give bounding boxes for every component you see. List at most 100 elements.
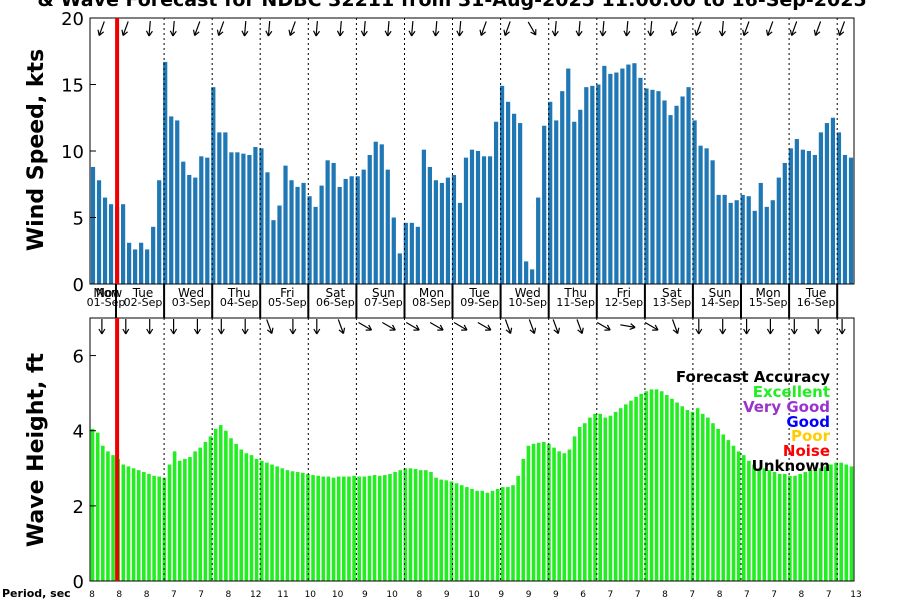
wind-speed-bar	[716, 194, 721, 284]
arrow-head	[553, 327, 561, 334]
wind-direction-arrow	[837, 21, 846, 36]
legend-item-very-good: Very Good	[743, 398, 830, 416]
wave-height-bar	[562, 453, 567, 581]
wind-speed-bar	[403, 222, 408, 284]
day-date: 02-Sep	[124, 296, 163, 309]
wave-height-bar	[818, 468, 823, 581]
wave-height-bar	[706, 417, 710, 581]
period-value: 8	[116, 590, 122, 600]
day-label: Tue	[805, 286, 827, 300]
wave-direction-arrow	[337, 319, 346, 334]
day-label: Mon	[755, 286, 780, 300]
wind-speed-bar	[499, 85, 505, 284]
arrow-shaft	[671, 319, 679, 334]
wave-height-bar	[490, 490, 495, 581]
arrow-shaft	[339, 20, 342, 37]
wave-height-bar	[403, 468, 408, 581]
wind-speed-bar	[361, 169, 366, 284]
arrow-head	[503, 29, 510, 36]
wave-height-bar	[265, 462, 269, 581]
wind-speed-bar	[319, 185, 324, 284]
wave-height-bar	[665, 395, 669, 581]
wind-speed-bar	[668, 115, 673, 284]
wave-height-bar	[659, 391, 664, 581]
wind-ytick-label: 15	[61, 76, 84, 97]
wave-height-bar	[362, 476, 367, 581]
arrow-shaft	[122, 21, 129, 36]
wind-speed-bar	[385, 169, 390, 284]
wind-direction-arrow	[145, 20, 153, 37]
wind-direction-arrow	[169, 20, 177, 37]
wind-speed-bar	[439, 182, 445, 284]
legend-item-unknown: Unknown	[752, 457, 830, 475]
day-label: Mon	[419, 286, 444, 300]
wave-direction-arrow	[193, 319, 201, 335]
wave-height-bar	[711, 423, 715, 581]
wind-direction-arrow	[789, 21, 798, 36]
arrow-head	[813, 29, 821, 36]
wave-height-bar	[547, 443, 551, 581]
wave-direction-arrow	[576, 319, 584, 334]
wind-speed-bar	[674, 105, 679, 284]
wind-speed-bar	[187, 174, 192, 284]
wind-speed-bar	[818, 132, 824, 284]
wave-height-bar	[588, 417, 592, 581]
arrow-shaft	[578, 20, 581, 37]
wave-height-bar	[834, 462, 838, 581]
wave-height-bar	[259, 460, 264, 581]
wave-height-bar	[613, 411, 618, 581]
arrow-shaft	[266, 319, 273, 334]
arrow-shaft	[504, 21, 511, 36]
arrow-shaft	[315, 20, 319, 37]
arrow-head	[529, 327, 537, 334]
arrow-head	[289, 328, 297, 335]
arrow-head	[192, 29, 200, 36]
arrow-head	[694, 29, 701, 36]
wave-height-bar	[803, 472, 808, 581]
arrow-head	[170, 328, 178, 335]
arrow-shaft	[405, 321, 420, 331]
wave-height-bar	[131, 468, 136, 581]
wave-height-bar	[506, 487, 510, 581]
wave-height-bar	[193, 451, 197, 581]
wind-speed-bar	[229, 152, 234, 284]
period-value: 9	[553, 590, 559, 600]
wave-height-bar	[849, 466, 854, 581]
arrow-head	[241, 30, 249, 37]
wave-height-bar	[685, 410, 690, 581]
wind-speed-bar	[614, 72, 619, 284]
period-value: 7	[826, 590, 832, 600]
arrow-head	[121, 29, 128, 36]
arrow-head	[670, 29, 678, 36]
wave-direction-arrow	[122, 319, 130, 335]
wind-speed-bar	[181, 161, 186, 284]
wave-height-bar	[654, 389, 659, 581]
wave-height-bar	[741, 455, 746, 581]
period-value: 8	[717, 590, 723, 600]
wind-speed-bar	[638, 77, 643, 284]
wave-height-bar	[577, 426, 582, 581]
wind-speed-bar	[379, 144, 384, 284]
arrow-head	[313, 30, 321, 37]
wave-height-bar	[152, 475, 156, 581]
wind-speed-bar	[451, 174, 457, 284]
wind-speed-bar	[662, 100, 667, 285]
arrow-shaft	[743, 21, 750, 36]
wave-height-bar	[690, 411, 695, 581]
wave-height-bar	[224, 430, 228, 581]
wind-speed-bar	[620, 68, 625, 284]
arrow-shaft	[791, 21, 798, 36]
wave-height-bar	[521, 458, 526, 581]
arrow-head	[814, 328, 822, 335]
day-label: Mon	[93, 286, 118, 300]
wind-speed-bar	[295, 186, 300, 284]
wave-height-bar	[531, 443, 536, 581]
arrow-head	[652, 324, 659, 331]
wind-speed-bar	[554, 120, 559, 284]
arrow-shaft	[337, 319, 344, 334]
wave-height-bar	[583, 423, 587, 581]
wave-height-bar	[670, 398, 674, 581]
wind-speed-bar	[530, 269, 535, 284]
period-value: 9	[444, 590, 450, 600]
wind-direction-arrow	[813, 21, 822, 36]
